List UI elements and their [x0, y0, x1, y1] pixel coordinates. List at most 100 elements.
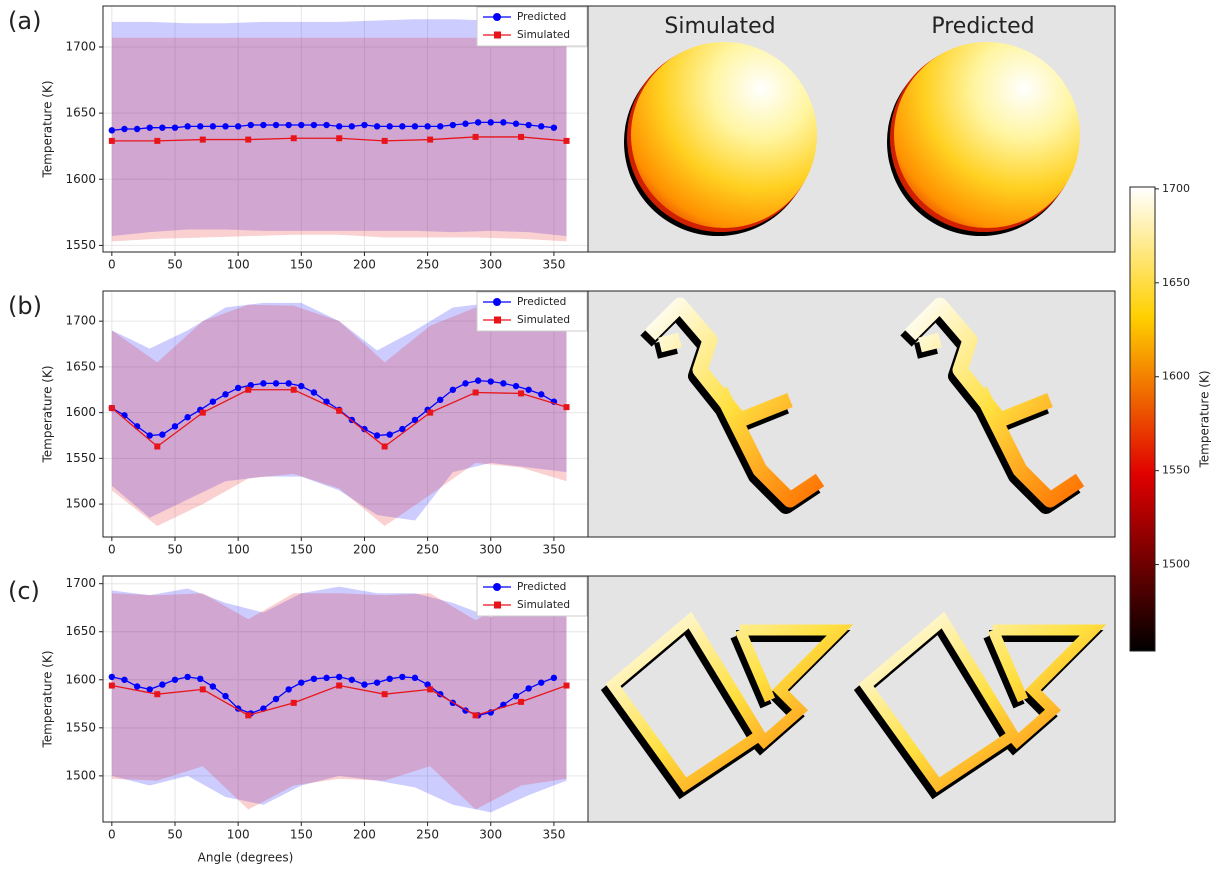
- marker: [518, 390, 524, 396]
- marker: [291, 700, 297, 706]
- marker: [291, 135, 297, 141]
- marker: [538, 123, 544, 129]
- marker: [210, 683, 216, 689]
- marker: [184, 414, 190, 420]
- marker: [500, 119, 506, 125]
- x-tick-label: 350: [542, 258, 565, 272]
- marker: [538, 391, 544, 397]
- x-tick-label: 250: [416, 543, 439, 557]
- legend-label: Predicted: [517, 11, 566, 23]
- marker: [184, 123, 190, 129]
- marker: [121, 126, 127, 132]
- marker: [245, 387, 251, 393]
- images: Simulated Predicted: [588, 6, 1115, 822]
- marker: [323, 675, 329, 681]
- marker: [437, 397, 443, 403]
- y-tick-label: 1600: [65, 172, 96, 186]
- panel-label: (a): [8, 7, 41, 35]
- marker: [475, 119, 481, 125]
- colorbar-label: Temperature (K): [1198, 370, 1212, 468]
- marker: [197, 123, 203, 129]
- x-tick-label: 50: [167, 828, 182, 842]
- marker: [412, 123, 418, 129]
- marker: [184, 674, 190, 680]
- marker: [551, 675, 557, 681]
- marker: [473, 712, 479, 718]
- marker: [361, 681, 367, 687]
- marker: [235, 123, 241, 129]
- colorbar-tick-label: 1550: [1162, 464, 1190, 477]
- legend-label: Simulated: [517, 599, 570, 611]
- marker: [488, 378, 494, 384]
- marker: [109, 674, 115, 680]
- x-tick-label: 50: [167, 258, 182, 272]
- y-tick-label: 1550: [65, 238, 96, 252]
- marker: [210, 398, 216, 404]
- colorbar-tick-label: 1650: [1162, 276, 1190, 289]
- marker: [260, 122, 266, 128]
- marker: [551, 124, 557, 130]
- marker: [323, 122, 329, 128]
- marker: [235, 385, 241, 391]
- x-tick-label: 200: [353, 258, 376, 272]
- y-tick-label: 1600: [65, 405, 96, 419]
- marker: [154, 138, 160, 144]
- colorbar-tick-label: 1700: [1162, 182, 1190, 195]
- colorbar: [1130, 187, 1155, 651]
- marker: [382, 138, 388, 144]
- marker: [513, 383, 519, 389]
- marker: [245, 137, 251, 143]
- marker: [285, 122, 291, 128]
- chart: 0501001502002503003501500155016001650170…: [8, 576, 588, 865]
- marker: [374, 432, 380, 438]
- marker: [273, 696, 279, 702]
- marker: [109, 683, 115, 689]
- marker: [285, 380, 291, 386]
- marker: [462, 380, 468, 386]
- y-tick-label: 1550: [65, 720, 96, 734]
- panel-label: (c): [8, 577, 40, 605]
- marker: [336, 683, 342, 689]
- marker: [210, 123, 216, 129]
- y-tick-label: 1650: [65, 624, 96, 638]
- marker: [538, 679, 544, 685]
- legend-marker: [493, 583, 501, 591]
- marker: [374, 679, 380, 685]
- marker: [298, 383, 304, 389]
- marker: [109, 405, 115, 411]
- marker: [336, 674, 342, 680]
- marker: [200, 137, 206, 143]
- marker: [273, 380, 279, 386]
- x-tick-label: 200: [353, 828, 376, 842]
- legend-marker: [493, 298, 501, 306]
- marker: [159, 681, 165, 687]
- marker: [273, 122, 279, 128]
- marker: [450, 122, 456, 128]
- y-tick-label: 1700: [65, 576, 96, 590]
- x-tick-label: 300: [479, 543, 502, 557]
- x-tick-label: 0: [108, 543, 116, 557]
- marker: [336, 123, 342, 129]
- y-axis-label: Temperature (K): [41, 365, 55, 463]
- marker: [475, 377, 481, 383]
- legend-label: Simulated: [517, 29, 570, 41]
- marker: [412, 675, 418, 681]
- marker: [513, 693, 519, 699]
- y-tick-label: 1650: [65, 359, 96, 373]
- marker: [437, 123, 443, 129]
- legend-marker: [494, 32, 501, 39]
- marker: [424, 123, 430, 129]
- image-title: Simulated: [664, 14, 775, 39]
- marker: [427, 137, 433, 143]
- x-tick-label: 0: [108, 258, 116, 272]
- marker: [197, 676, 203, 682]
- marker: [382, 443, 388, 449]
- marker: [488, 119, 494, 125]
- y-axis-label: Temperature (K): [41, 80, 55, 178]
- marker: [564, 683, 570, 689]
- marker: [134, 126, 140, 132]
- x-tick-label: 250: [416, 828, 439, 842]
- x-tick-label: 150: [290, 828, 313, 842]
- figure: Simulated Predicted 05010015020025030035…: [0, 0, 1217, 872]
- marker: [200, 686, 206, 692]
